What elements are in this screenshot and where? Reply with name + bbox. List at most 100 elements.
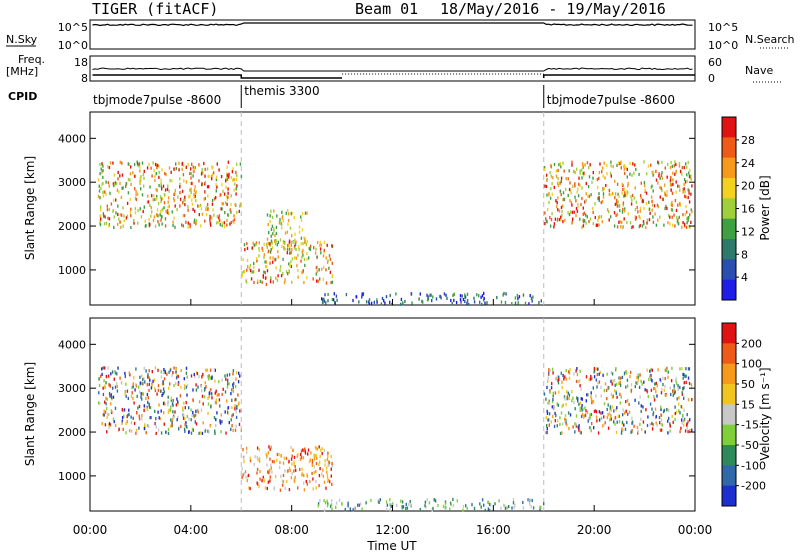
data-mark	[149, 405, 151, 409]
data-mark	[112, 417, 115, 421]
data-mark	[215, 423, 217, 428]
data-mark	[614, 192, 617, 196]
data-mark	[546, 424, 548, 428]
data-mark	[326, 260, 329, 264]
data-mark	[671, 215, 673, 219]
data-mark	[579, 430, 581, 434]
data-mark	[116, 389, 119, 393]
data-mark	[592, 400, 594, 404]
count-left-tick-bottom: 10^0	[58, 39, 88, 52]
data-mark	[125, 431, 127, 435]
data-mark	[568, 393, 571, 397]
data-mark	[329, 270, 332, 274]
data-mark	[322, 474, 325, 478]
data-mark	[575, 422, 577, 426]
data-mark	[661, 176, 663, 180]
data-mark	[226, 202, 228, 206]
data-mark	[169, 408, 171, 412]
data-mark	[228, 172, 230, 176]
data-mark	[325, 301, 327, 305]
data-mark	[180, 424, 182, 429]
data-mark	[618, 414, 620, 418]
data-mark	[327, 451, 329, 455]
data-mark	[643, 207, 645, 211]
data-mark	[175, 162, 177, 166]
data-mark	[138, 417, 141, 421]
data-mark	[544, 184, 546, 188]
data-mark	[503, 291, 505, 296]
data-mark	[685, 367, 687, 371]
data-mark	[378, 500, 380, 504]
data-mark	[127, 413, 129, 418]
data-mark	[424, 500, 427, 504]
data-mark	[108, 166, 111, 170]
data-mark	[168, 370, 170, 374]
data-mark	[679, 430, 681, 434]
data-mark	[563, 169, 565, 173]
data-mark	[681, 367, 683, 371]
data-mark	[235, 192, 237, 196]
data-mark	[601, 170, 603, 174]
data-mark	[578, 379, 581, 383]
data-mark	[163, 193, 166, 197]
data-mark	[672, 182, 674, 186]
data-mark	[679, 411, 681, 415]
data-mark	[288, 488, 291, 492]
data-mark	[249, 263, 252, 268]
data-mark	[618, 376, 620, 380]
data-mark	[444, 502, 447, 506]
data-mark	[564, 397, 566, 401]
data-mark	[639, 209, 641, 213]
data-mark	[232, 386, 234, 390]
data-mark	[569, 189, 572, 193]
data-mark	[176, 418, 178, 422]
data-mark	[622, 164, 625, 168]
data-mark	[291, 257, 294, 261]
data-mark	[110, 409, 112, 413]
data-mark	[623, 411, 626, 415]
data-mark	[611, 395, 614, 399]
data-mark	[215, 189, 217, 193]
data-mark	[315, 469, 317, 474]
data-mark	[680, 426, 682, 430]
data-mark	[644, 188, 646, 192]
data-mark	[169, 424, 172, 428]
data-mark	[683, 419, 685, 423]
data-mark	[103, 384, 106, 388]
data-mark	[104, 400, 106, 404]
data-mark	[104, 366, 106, 370]
data-mark	[401, 500, 404, 504]
nsky-label: N.Sky	[6, 33, 38, 46]
data-mark	[545, 397, 547, 401]
data-mark	[175, 376, 178, 380]
data-mark	[261, 280, 263, 284]
data-mark	[216, 393, 218, 397]
data-mark	[545, 184, 548, 189]
data-mark	[581, 168, 583, 172]
data-mark	[685, 380, 687, 384]
data-mark	[201, 168, 203, 172]
data-mark	[104, 410, 107, 414]
data-mark	[599, 162, 601, 166]
data-mark	[121, 419, 123, 423]
data-mark	[531, 498, 533, 503]
data-mark	[689, 213, 691, 217]
data-mark	[319, 454, 321, 459]
data-mark	[616, 201, 618, 205]
data-mark	[640, 181, 642, 185]
data-mark	[197, 204, 199, 208]
data-mark	[405, 502, 407, 506]
data-mark	[221, 378, 223, 382]
data-mark	[152, 379, 154, 383]
data-mark	[579, 408, 581, 412]
data-mark	[590, 193, 592, 197]
data-mark	[652, 413, 654, 417]
data-mark	[262, 248, 264, 252]
data-mark	[99, 401, 101, 406]
data-mark	[97, 178, 100, 182]
data-mark	[227, 382, 229, 386]
data-mark	[152, 198, 154, 202]
data-mark	[297, 275, 299, 279]
data-mark	[654, 407, 657, 411]
data-mark	[318, 460, 321, 464]
